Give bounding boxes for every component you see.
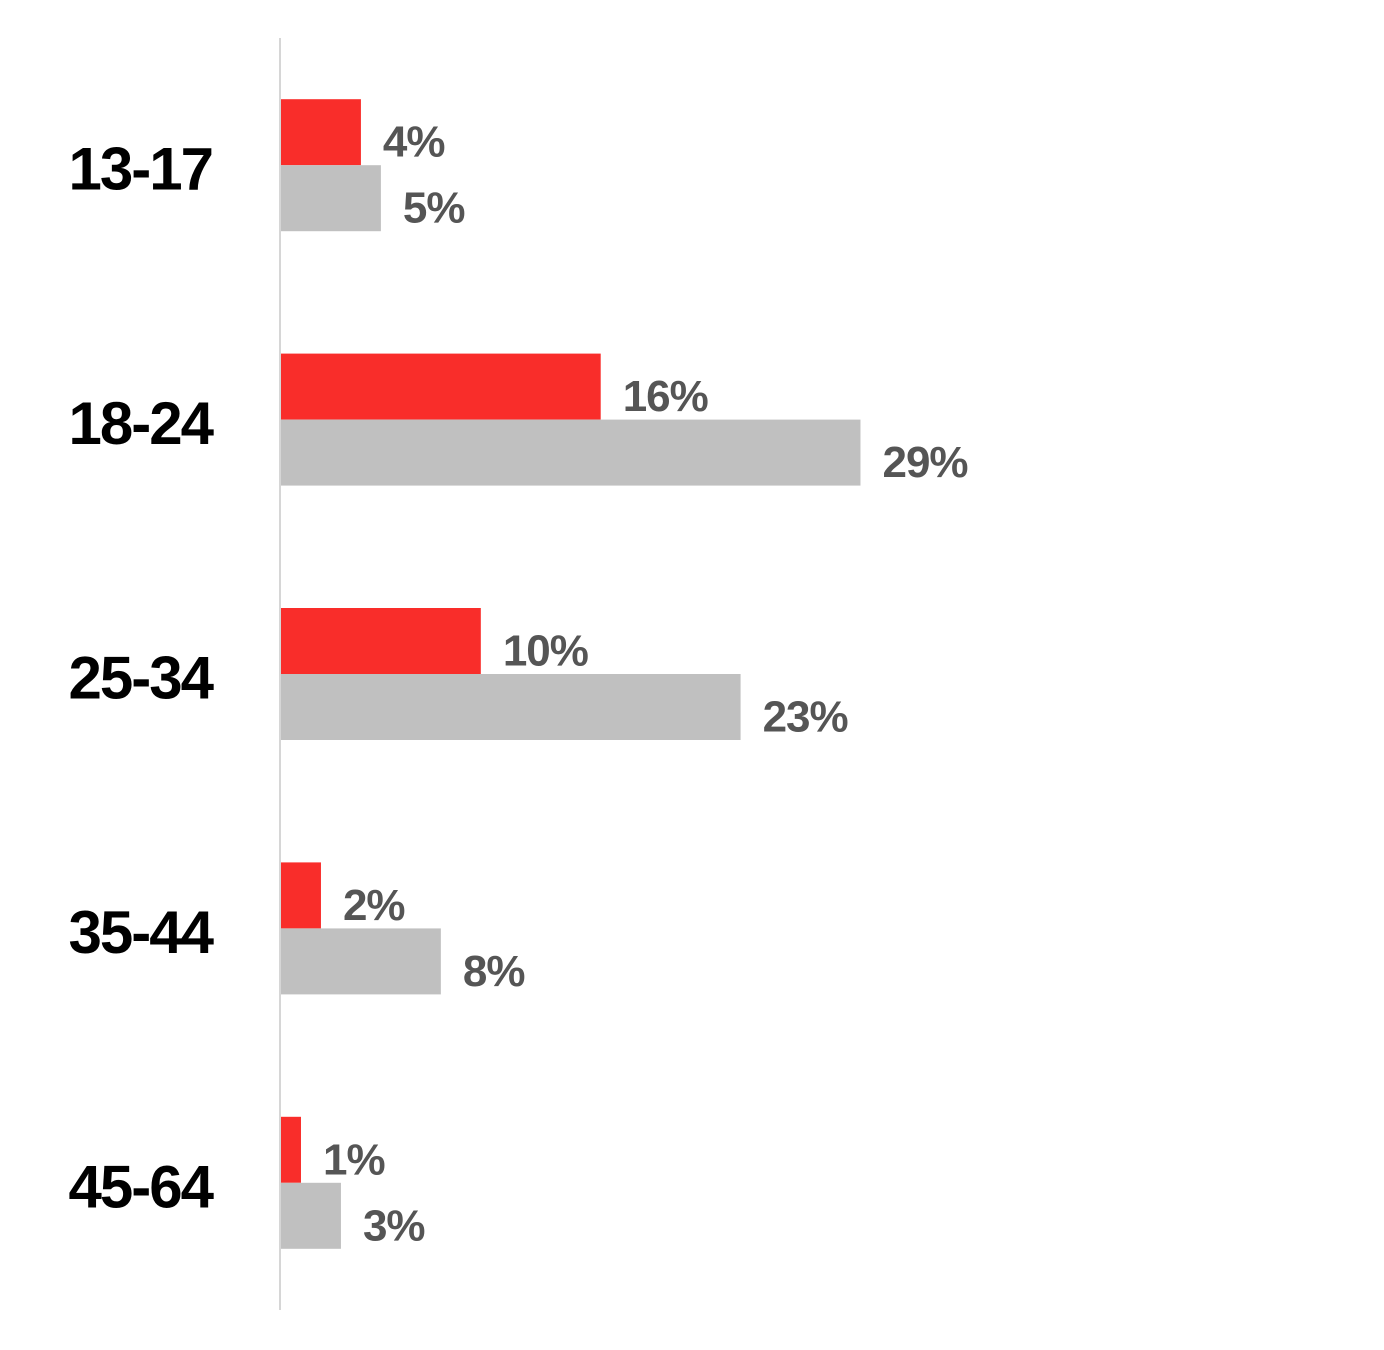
value-label: 4% <box>383 118 445 167</box>
bar <box>281 862 321 929</box>
bar <box>281 1116 301 1183</box>
value-label: 16% <box>623 372 708 421</box>
value-label: 8% <box>463 947 525 996</box>
category-label: 18-24 <box>69 390 215 457</box>
category-label: 45-64 <box>69 1153 215 1220</box>
category-label: 35-44 <box>69 899 215 966</box>
bar <box>281 99 361 166</box>
value-label: 2% <box>343 881 405 930</box>
value-label: 3% <box>363 1201 425 1250</box>
bar <box>281 674 741 740</box>
bar <box>281 1182 341 1249</box>
value-label: 5% <box>403 184 465 233</box>
value-label: 1% <box>323 1135 385 1184</box>
bar <box>281 928 441 995</box>
bar <box>281 419 861 486</box>
value-label: 23% <box>763 693 848 742</box>
bar <box>281 608 481 674</box>
bar <box>281 165 381 232</box>
category-label: 25-34 <box>69 645 215 712</box>
value-label: 29% <box>882 438 967 487</box>
category-label: 13-17 <box>69 136 212 203</box>
value-label: 10% <box>503 627 588 676</box>
bar <box>281 353 601 420</box>
